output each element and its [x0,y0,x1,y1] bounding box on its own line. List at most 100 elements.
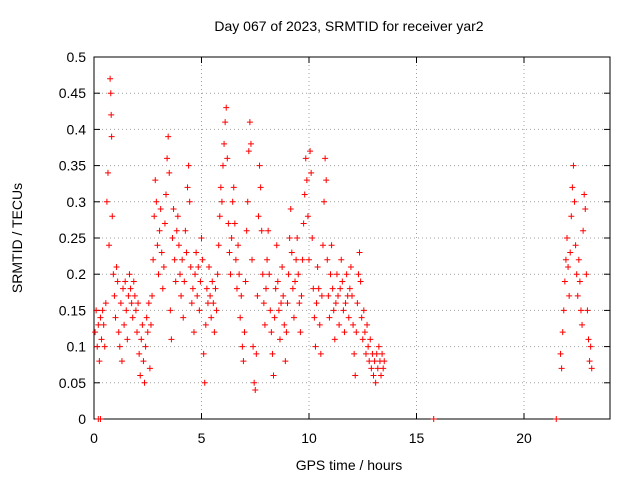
data-point [232,256,239,263]
data-point [317,350,324,357]
data-point [330,307,337,314]
data-point [233,285,240,292]
data-point [241,329,248,336]
baseline-point [430,416,437,422]
data-point [245,148,252,155]
data-point [220,162,226,169]
data-point [94,343,101,350]
data-point [298,292,305,299]
data-point [315,285,322,292]
data-point [268,329,275,336]
chart-title: Day 067 of 2023, SRMTID for receiver yar… [214,18,483,34]
data-point [304,213,311,220]
data-point [340,307,347,314]
data-point [367,336,374,343]
data-point [167,307,174,314]
data-point [297,329,304,336]
data-point [194,292,201,299]
data-point [336,321,343,328]
data-point [360,307,367,314]
data-point [106,242,113,249]
data-point [292,278,299,285]
y-tick-labels: 0 0.05 0.1 0.15 0.2 0.25 0.3 0.35 0.4 0.45 0.5 [59,49,86,427]
data-point [351,350,358,357]
data-point [567,249,574,256]
data-point [314,263,321,270]
data-point [184,184,191,191]
data-point [289,285,296,292]
data-point [226,249,233,256]
data-point [179,256,186,263]
data-point [275,307,282,314]
data-point [307,148,314,155]
data-point [110,271,117,278]
data-point [577,307,584,314]
data-point [379,350,386,357]
data-point [273,242,280,249]
data-point [93,307,100,314]
data-point [107,90,114,97]
data-point [257,184,264,191]
data-point [186,198,193,205]
data-point [558,365,565,372]
data-point [306,256,312,263]
data-point [174,213,181,220]
data-point [172,278,179,285]
data-point [341,329,348,336]
data-point [353,329,360,336]
data-point [375,343,382,350]
data-point [283,329,290,336]
data-point [294,235,301,241]
data-point [217,184,224,191]
data-point [235,242,242,249]
data-point [331,336,338,343]
data-point [323,177,330,184]
y-tick-label: 0.15 [59,302,86,318]
data-point [212,285,219,292]
data-point [132,307,139,314]
data-point [190,329,197,336]
y-tick-label: 0 [78,411,86,427]
data-point [278,300,285,307]
data-point [359,336,366,343]
data-point [566,292,573,299]
data-point [240,358,247,365]
data-point [557,350,564,357]
data-point [188,300,195,307]
data-point [365,343,372,350]
data-point [575,256,582,263]
data-point [239,343,246,350]
data-point [134,329,140,336]
y-tick-label: 0.5 [67,49,87,65]
data-point [111,292,118,299]
data-point [198,235,205,241]
baseline-point [97,416,104,422]
data-point [585,336,592,343]
data-point [252,387,259,394]
data-point [260,300,267,307]
data-point [299,256,306,263]
data-point [202,321,209,328]
data-point [161,220,168,227]
data-point [155,271,162,278]
x-tick-label: 20 [516,430,532,446]
data-point [352,372,359,379]
data-point [568,213,575,220]
data-point [264,256,271,263]
data-point [183,249,190,256]
data-point [329,285,336,292]
data-point [326,314,333,321]
data-point [295,271,302,278]
data-point [327,271,334,278]
data-point [197,278,204,285]
data-point [113,263,120,270]
data-point [196,307,203,314]
data-point [288,249,295,256]
data-point [185,162,192,169]
data-point [166,169,173,176]
data-point [380,365,387,372]
data-point [345,314,352,321]
data-point [175,242,182,249]
data-point [143,314,150,321]
data-point [199,256,206,263]
